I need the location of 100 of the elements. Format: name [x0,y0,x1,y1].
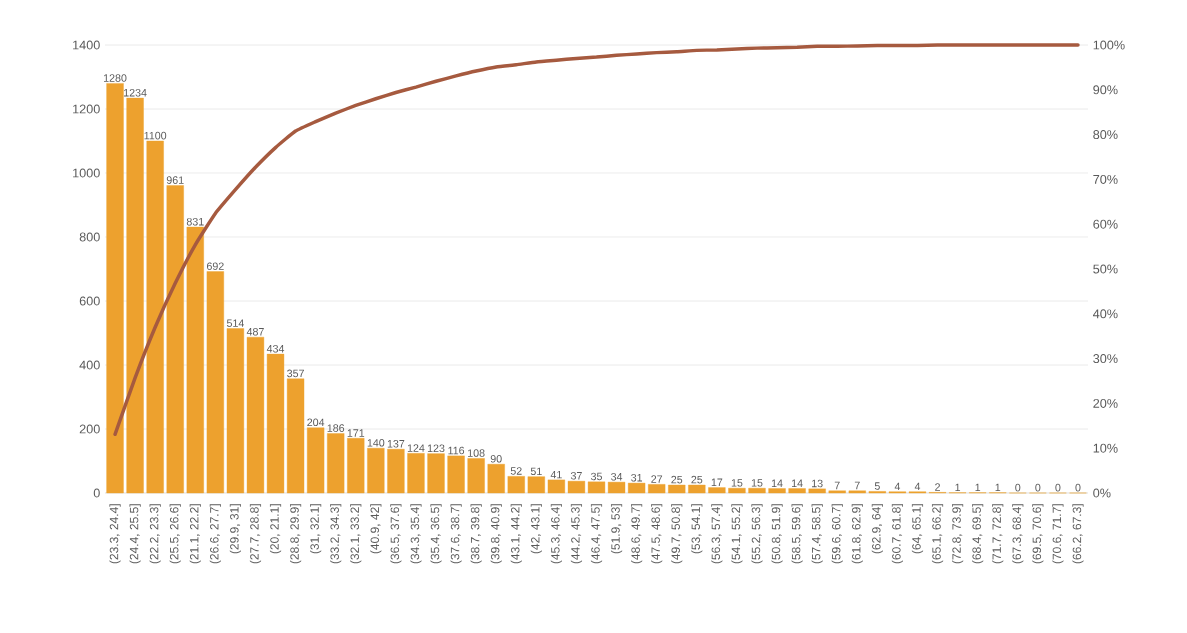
data-label: 41 [550,470,562,479]
data-label: 25 [691,475,703,484]
bar [106,83,124,494]
y-tick-label: 600 [79,296,100,306]
bar [828,490,846,494]
y2-tick-label: 30% [1093,354,1118,364]
bar [347,438,365,494]
data-label: 1100 [144,131,167,140]
bar [367,448,385,494]
y2-tick-label: 0% [1093,488,1111,498]
bar [226,328,245,494]
x-tick-label: (31, 32.1] [310,504,322,554]
data-label: 0 [1015,483,1021,492]
data-label: 487 [246,328,264,336]
data-label: 1234 [124,88,147,97]
y-tick-label: 400 [79,360,100,370]
data-label: 1 [975,483,981,492]
y2-tick-label: 100% [1093,40,1125,50]
x-tick-label: (49.7, 50.8] [671,504,683,564]
y-tick-label: 200 [79,424,100,434]
data-label: 4 [914,482,921,491]
data-label: 0 [1035,483,1041,492]
y2-tick-label: 90% [1093,85,1118,95]
x-tick-label: (64, 65.1] [911,504,924,554]
data-label: 1280 [103,74,127,82]
bar [146,140,164,494]
bar [126,97,144,494]
y2-tick-label: 20% [1093,398,1118,408]
x-tick-label: (35.4, 36.5] [430,504,442,564]
x-tick-label: (70.6, 71.7] [1052,504,1064,564]
data-label: 14 [771,479,783,487]
y2-tick-label: 70% [1093,174,1118,184]
x-tick-label: (37.6, 38.7] [450,504,462,564]
y-tick-label: 1000 [73,168,100,178]
x-tick-label: (48.6, 49.7] [631,504,643,564]
bar [848,490,866,494]
data-label: 90 [490,455,502,463]
bar [708,487,726,494]
bar [467,458,485,494]
x-tick-label: (21.1, 22.2] [189,504,201,564]
data-label: 13 [812,479,823,488]
bar [327,433,345,494]
x-tick-label: (69.5, 70.6] [1032,504,1044,564]
data-label: 514 [226,319,244,327]
x-tick-label: (58.5, 59.6] [791,504,803,564]
data-label: 51 [530,467,542,476]
x-tick-label: (57.4, 58.5] [811,504,823,564]
bar [768,488,786,494]
x-tick-label: (51.9, 53] [610,504,623,554]
x-tick-label: (50.8, 51.9] [771,504,783,564]
bar [628,482,646,494]
x-tick-label: (24.4, 25.5] [129,504,141,564]
x-tick-label: (23.3, 24.4] [109,504,121,564]
bar [648,484,666,494]
data-label: 961 [166,176,184,184]
x-tick-label: (20, 21.1] [269,504,282,554]
x-tick-label: (34.3, 35.4] [410,504,422,564]
bar [487,464,505,494]
x-tick-label: (42, 43.1] [530,504,542,554]
bar [668,484,686,494]
bar [407,453,425,494]
data-label: 171 [347,429,365,437]
data-label: 186 [327,424,345,432]
x-tick-label: (43.1, 44.2] [510,504,522,564]
x-tick-label: (27.7, 28.8] [249,504,262,564]
x-tick-label: (72.8, 73.9] [952,504,964,564]
x-tick-label: (47.5, 48.6] [651,504,663,564]
data-label: 692 [206,262,224,270]
x-tick-label: (39.8, 40.9] [490,504,502,564]
data-label: 14 [792,479,803,487]
data-label: 123 [427,444,445,453]
x-tick-label: (32.1, 33.2] [350,504,362,564]
x-tick-label: (67.3, 68.4] [1012,504,1024,564]
x-tick-label: (36.5, 37.6] [390,504,402,564]
y-tick-label: 0 [93,488,100,498]
x-tick-label: (59.6, 60.7] [831,504,843,564]
data-label: 17 [711,478,723,486]
bar [427,453,445,494]
data-label: 124 [407,444,425,452]
data-label: 140 [367,439,385,447]
x-tick-label: (61.8, 62.9] [851,504,863,564]
x-tick-label: (22.2, 23.3] [149,504,161,564]
bar [286,378,305,494]
bar [808,488,826,494]
bar [728,488,746,494]
data-label: 34 [611,472,623,481]
bar [688,484,706,494]
bar [748,488,766,494]
data-label: 116 [448,446,465,455]
x-tick-label: (53, 54.1] [691,504,703,554]
y-tick-label: 800 [79,232,100,242]
x-tick-label: (40.9, 42] [370,504,382,554]
data-label: 137 [387,440,405,448]
data-label: 27 [651,475,663,483]
y-tick-label: 1400 [73,40,100,50]
data-label: 25 [671,475,683,484]
x-tick-label: (71.7, 72.8] [992,504,1004,564]
bar [307,427,325,494]
x-tick-label: (45.3, 46.4] [550,504,562,564]
data-label: 1 [995,483,1001,492]
